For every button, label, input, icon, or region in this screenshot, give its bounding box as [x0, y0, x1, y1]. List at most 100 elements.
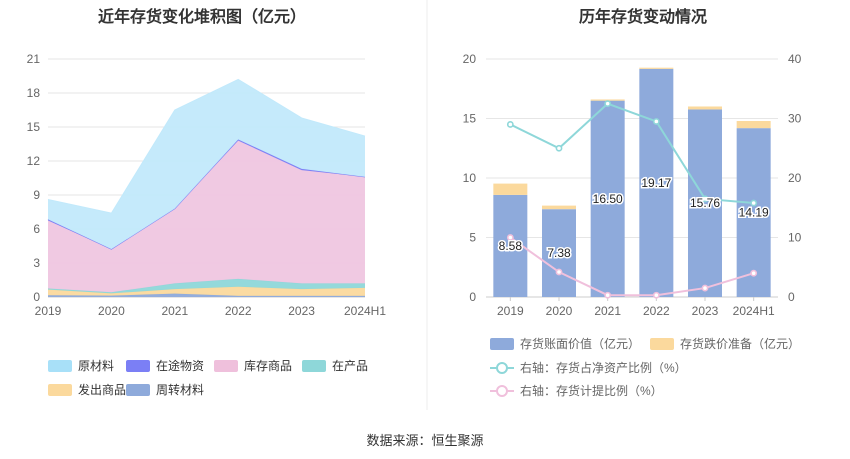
area-发出商品: [48, 286, 365, 296]
bar-inventory-value: [542, 209, 576, 297]
legend-label: 右轴：存货占净资产比例（%）: [520, 360, 687, 375]
left-y-tick-label: 21: [27, 52, 41, 66]
line-point: [701, 195, 709, 203]
line-provision-ratio: [509, 236, 754, 297]
legend-label: 存货账面价值（亿元）: [520, 336, 640, 351]
left-y-tick-label: 12: [27, 154, 41, 168]
area-原材料: [48, 79, 365, 250]
bar-value-label: 15.76: [690, 196, 720, 210]
bar-inventory-value: [688, 109, 722, 298]
right-y2-tick-label: 0: [788, 290, 795, 304]
legend-swatch: [48, 384, 72, 396]
right-y-tick-label: 5: [469, 231, 476, 245]
legend-label: 在途物资: [156, 358, 204, 373]
bar-value-label: 16.50: [593, 192, 623, 206]
right-y-tick-label: 15: [463, 112, 477, 126]
legend-label: 周转材料: [156, 382, 204, 397]
line-point: [604, 100, 612, 108]
legend-label: 右轴：存货计提比例（%）: [520, 383, 663, 398]
right-x-tick-label: 2019: [497, 304, 524, 318]
line-point: [701, 284, 709, 292]
right-y2-tick-label: 20: [788, 171, 802, 185]
right-y-ticks: 0 5 10 15 20: [463, 52, 477, 304]
left-y-tick-label: 6: [33, 222, 40, 236]
bar-impairment-provision: [590, 99, 625, 101]
right-chart-title: 历年存货变动情况: [579, 7, 707, 26]
right-y2-ticks: 0 10 20 30 40: [788, 52, 802, 304]
right-x-tick-label: 2020: [546, 304, 573, 318]
legend-label: 原材料: [78, 359, 114, 373]
area-库存商品: [48, 140, 365, 293]
line-point: [555, 268, 563, 276]
line-point: [652, 118, 660, 125]
left-y-tick-label: 0: [33, 290, 40, 304]
line-point: [506, 234, 514, 241]
legend-line-marker: [496, 362, 508, 374]
legend-line-marker: [496, 385, 508, 397]
right-x-tick-label: 2021: [594, 304, 621, 318]
left-y-tick-label: 15: [27, 120, 41, 134]
right-y-tick-label: 10: [463, 171, 477, 185]
line-point: [555, 144, 563, 152]
left-x-tick-label: 2022: [225, 304, 252, 318]
legend-label: 在产品: [332, 359, 368, 373]
bar-impairment-provision: [493, 183, 528, 195]
bar-impairment-provision: [736, 120, 771, 129]
bar-impairment-provision: [688, 106, 722, 110]
left-areas: [47, 78, 366, 297]
legend-swatch: [126, 384, 150, 396]
legend-swatch: [48, 360, 72, 372]
bar-value-label: 14.19: [739, 206, 769, 220]
left-x-tick-label: 2020: [98, 304, 125, 318]
right-x-tick-label: 2022: [643, 304, 670, 318]
right-x-tick-label: 2023: [692, 304, 719, 318]
left-y-tick-label: 9: [33, 188, 40, 202]
left-x-ticks: 2019 2020 2021 2022 2023 2024H1: [35, 304, 387, 318]
legend-swatch: [302, 360, 326, 372]
legend-swatch: [214, 360, 238, 372]
line-point: [652, 291, 660, 299]
left-x-tick-label: 2021: [161, 304, 188, 318]
right-y-tick-label: 0: [469, 290, 476, 304]
legend-swatch: [490, 338, 514, 350]
right-bar-labels: 8.58 7.38 16.50 19.17 15.76 14.19: [497, 174, 770, 261]
right-y2-tick-label: 30: [788, 112, 802, 126]
bar-inventory-value: [639, 68, 674, 297]
right-x-ticks: 2019 2020 2021 2022 2023 2024H1: [497, 304, 775, 318]
bar-line-chart: 历年存货变动情况 8.58 7.38 16.50 19.17 15.76 14.19 0 5…: [463, 7, 802, 398]
right-grid: [486, 58, 778, 301]
line-point: [506, 121, 514, 128]
line-point: [604, 291, 612, 299]
left-x-tick-label: 2023: [288, 304, 315, 318]
bar-value-label: 8.58: [499, 239, 523, 253]
legend-swatch: [650, 338, 674, 350]
line-inventory-to-net-assets: [509, 102, 754, 204]
legend-label: 库存商品: [244, 358, 292, 373]
left-y-tick-label: 18: [27, 86, 41, 100]
right-y2-tick-label: 40: [788, 52, 802, 66]
legend-swatch: [126, 360, 150, 372]
line-point: [750, 199, 758, 207]
bar-value-label: 19.17: [641, 176, 671, 190]
bar-inventory-value: [736, 128, 771, 297]
right-legend: 存货账面价值（亿元） 存货跌价准备（亿元） 右轴：存货占净资产比例（%） 右轴：存货计…: [490, 336, 800, 398]
bar-inventory-value: [590, 100, 625, 298]
legend-label: 发出商品: [78, 382, 126, 397]
right-bars: [493, 67, 771, 298]
left-x-tick-label: 2019: [35, 304, 62, 318]
right-y-tick-label: 20: [463, 52, 477, 66]
line-point: [750, 269, 758, 277]
right-y2-tick-label: 10: [788, 231, 802, 245]
bar-value-label: 7.38: [547, 246, 571, 260]
area-edge-原材料: [47, 78, 366, 214]
left-chart-title: 近年存货变化堆积图（亿元）: [98, 7, 306, 26]
left-y-ticks: 0 3 6 9 12 15 18 21: [27, 52, 41, 304]
data-source-note: 数据来源：恒生聚源: [366, 433, 484, 448]
right-x-tick-label: 2024H1: [733, 304, 775, 318]
bar-impairment-provision: [639, 67, 674, 69]
bar-impairment-provision: [542, 205, 576, 210]
left-x-tick-label: 2024H1: [344, 304, 386, 318]
